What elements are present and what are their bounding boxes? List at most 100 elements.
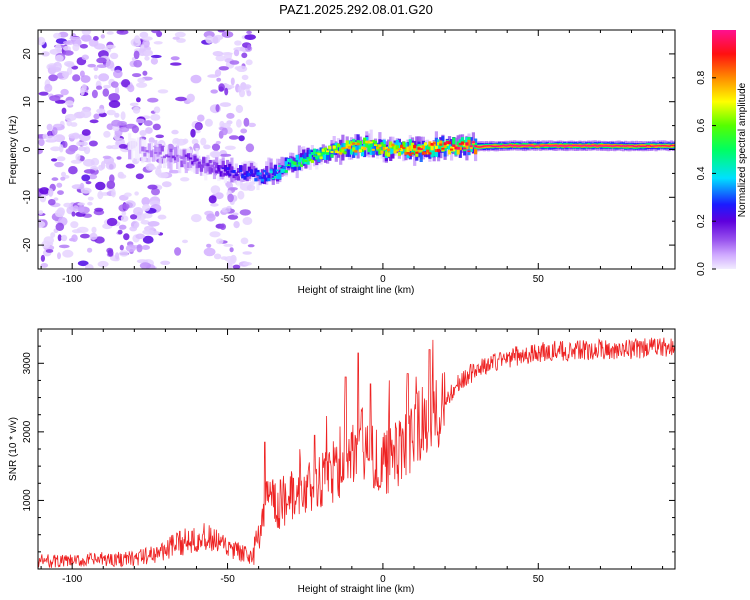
spectrogram-noise-cell: [60, 176, 66, 181]
spectrogram-y-tick-label: 0: [22, 146, 33, 152]
spectrogram-noise-cell: [100, 34, 106, 39]
spectrogram-noise-cell: [53, 134, 66, 143]
spectrogram-ridge-cell: [493, 145, 497, 148]
spectrogram-noise-cell: [105, 44, 116, 49]
spectrogram-ridge-cell: [345, 140, 349, 146]
spectrogram-ridge-cell: [243, 172, 247, 175]
spectrogram-ridge-cell: [254, 170, 258, 180]
spectrogram-ridge-cell: [347, 146, 351, 150]
spectrogram-ridge-cell: [263, 174, 267, 180]
spectrogram-noise-cell: [197, 114, 205, 122]
spectrogram-noise-cell: [205, 35, 214, 44]
spectrogram-ridge-cell: [524, 144, 528, 147]
spectrogram-ridge-cell: [204, 163, 208, 166]
spectrogram-noise-cell: [123, 233, 130, 241]
spectrogram-ridge-cell: [395, 145, 399, 151]
spectrogram-noise-cell: [40, 254, 46, 262]
spectrogram-ridge-cell: [260, 169, 264, 180]
spectrogram-ridge-cell: [295, 154, 299, 161]
spectrogram-ridge-cell: [393, 144, 397, 151]
spectrogram-ridge-cell: [334, 146, 338, 153]
spectrogram-ridge-cell: [302, 158, 306, 161]
spectrogram-ridge-cell: [276, 174, 280, 180]
spectrogram-ridge-cell: [456, 141, 460, 152]
spectrogram-noise-cell: [105, 60, 115, 69]
spectrogram-ridge-cell: [313, 148, 317, 155]
spectrogram-noise-cell: [48, 199, 56, 206]
spectrogram-noise-cell: [175, 96, 187, 102]
spectrogram-noise-cell: [241, 74, 249, 81]
spectrogram-noise-cell: [219, 223, 226, 230]
spectrogram-ridge-cell: [286, 164, 291, 166]
spectrogram-ridge-cell: [391, 143, 395, 147]
spectrogram-noise-cell: [72, 43, 80, 52]
spectrogram-ridge-cell: [567, 144, 571, 147]
spectrogram-ridge-cell: [456, 148, 460, 155]
spectrogram-noise-cell: [60, 88, 69, 96]
spectrogram-ridge-cell: [606, 145, 610, 147]
spectrogram-ridge-cell: [426, 150, 430, 155]
spectrogram-ridge-cell: [645, 144, 649, 147]
spectrogram-noise-cell: [137, 77, 146, 83]
spectrogram-ridge-cell: [132, 138, 136, 151]
spectrogram-ridge-cell: [395, 139, 399, 150]
spectrogram-noise-cell: [93, 113, 100, 120]
spectrogram-noise-cell: [142, 235, 154, 244]
spectrogram-ridge-cell: [391, 145, 395, 149]
spectrogram-ridge-cell: [621, 145, 626, 147]
spectrogram-ridge-cell: [480, 146, 484, 148]
spectrogram-ridge-cell: [186, 162, 190, 169]
spectrogram-ridge-cell: [669, 144, 673, 146]
spectrogram-noise-cell: [61, 107, 67, 115]
spectrogram-ridge-cell: [293, 164, 297, 171]
spectrogram-noise-cell: [234, 40, 242, 46]
colorbar-tick-label: 0.6: [696, 118, 707, 132]
spectrogram-noise-cell: [180, 177, 190, 182]
spectrogram-ridge-cell: [315, 156, 319, 166]
spectrogram-noise-cell: [68, 133, 81, 139]
spectrogram-ridge-cell: [197, 161, 201, 165]
spectrogram-noise-cell: [242, 261, 252, 266]
spectrogram-ridge-cell: [328, 146, 332, 150]
spectrogram-x-tick-label: 0: [380, 274, 386, 285]
spectrogram-ridge-cell: [273, 169, 277, 176]
spectrogram-ridge-cell: [534, 144, 539, 147]
spectrogram-ridge-cell: [563, 145, 567, 147]
spectrogram-noise-cell: [246, 90, 252, 97]
spectrogram-noise-cell: [55, 222, 65, 231]
spectrogram-noise-cell: [190, 74, 202, 84]
spectrogram-ridge-cell: [593, 144, 597, 146]
spectrogram-ridge-cell: [491, 145, 495, 147]
spectrogram-ridge-cell: [510, 144, 515, 147]
spectrogram-noise-cell: [119, 250, 129, 257]
spectrogram-ridge-cell: [569, 144, 573, 147]
spectrogram-ridge-cell: [467, 143, 471, 156]
spectrogram-noise-cell: [57, 234, 62, 242]
spectrogram-ridge-cell: [406, 152, 410, 155]
spectrogram-ridge-cell: [463, 147, 467, 150]
spectrogram-ridge-cell: [604, 145, 608, 147]
spectrogram-ridge-cell: [380, 142, 384, 147]
colorbar: 0.0 0.2 0.4 0.6 0.8 Normalized spectral ampl…: [696, 30, 748, 276]
spectrogram-noise-cell: [240, 128, 248, 134]
spectrogram-noise-cell: [105, 161, 117, 170]
colorbar-tick-label: 0.8: [696, 70, 707, 84]
spectrogram-noise-cell: [125, 244, 136, 252]
spectrogram-noise-cell: [102, 155, 112, 159]
spectrogram-ridge-cell: [306, 158, 310, 165]
spectrogram-noise-cell: [83, 169, 96, 174]
spectrogram-noise-cell: [131, 125, 139, 134]
spectrogram-ridge-cell: [173, 156, 177, 161]
spectrogram-noise-cell: [45, 135, 58, 141]
spectrogram-ridge-cell: [236, 173, 241, 181]
spectrogram-ridge-cell: [452, 137, 456, 149]
spectrogram-ridge-cell: [474, 145, 478, 148]
spectrogram-ridge-cell: [597, 145, 602, 147]
spectrogram-y-tick-label: -10: [22, 190, 33, 205]
spectrogram-ridge-cell: [199, 164, 204, 167]
spectrogram-noise-cell: [111, 189, 116, 198]
spectrogram-noise-cell: [127, 84, 135, 93]
spectrogram-ridge-cell: [345, 145, 349, 149]
spectrogram-ridge-cell: [297, 162, 301, 165]
spectrogram-ridge-cell: [371, 148, 375, 151]
